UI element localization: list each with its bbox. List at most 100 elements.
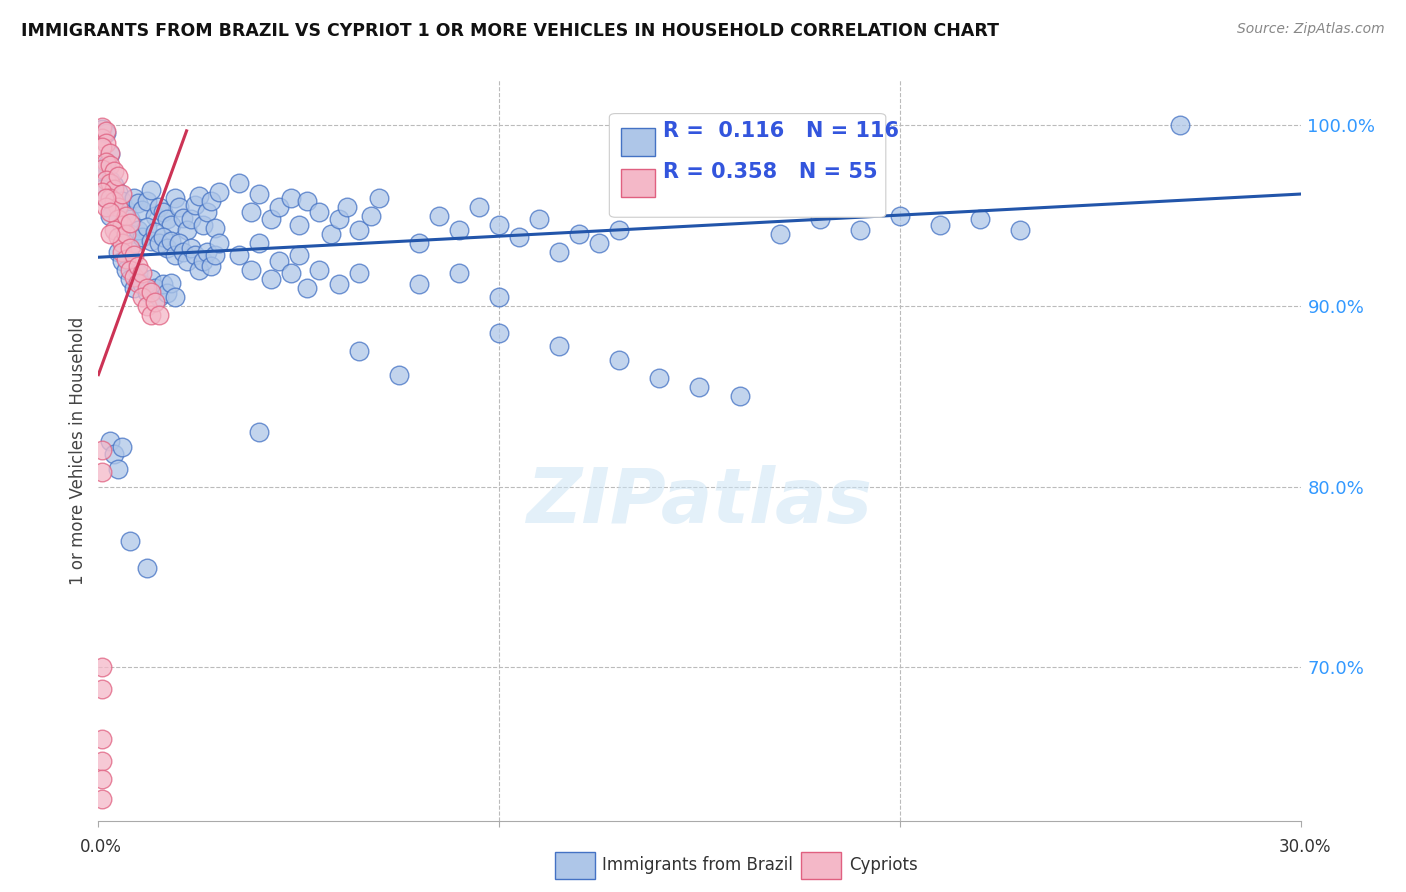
Point (100, 191, 122, 205)
Point (128, 223, 150, 237)
Point (159, 276, 181, 290)
Point (131, 277, 153, 292)
Point (96, 172, 118, 186)
Point (103, 447, 125, 461)
Point (107, 212, 129, 227)
Point (96, 200, 118, 214)
Point (107, 186, 129, 200)
Point (308, 205, 330, 219)
Point (124, 191, 146, 205)
Point (111, 253, 134, 268)
Point (508, 230, 530, 244)
Point (152, 230, 174, 244)
Point (468, 200, 491, 214)
Point (120, 263, 142, 277)
Point (100, 145, 122, 160)
Point (128, 260, 150, 274)
Point (408, 235, 430, 250)
Point (288, 218, 311, 232)
Point (91, 120, 114, 135)
Point (488, 326, 510, 340)
Point (849, 223, 872, 237)
Y-axis label: 1 or more Vehicles in Household: 1 or more Vehicles in Household (69, 317, 87, 584)
Point (96, 126, 118, 140)
Point (139, 308, 162, 322)
Point (135, 561, 157, 575)
Point (447, 223, 470, 237)
Point (103, 181, 125, 195)
Point (135, 281, 157, 295)
Point (91, 186, 114, 200)
Point (280, 191, 302, 205)
Point (228, 176, 250, 190)
Point (183, 198, 205, 212)
Point (103, 223, 125, 237)
Point (648, 371, 671, 385)
Point (139, 183, 162, 197)
Point (152, 205, 174, 219)
Text: IMMIGRANTS FROM BRAZIL VS CYPRIOT 1 OR MORE VEHICLES IN HOUSEHOLD CORRELATION CH: IMMIGRANTS FROM BRAZIL VS CYPRIOT 1 OR M… (21, 22, 1000, 40)
Point (148, 200, 170, 214)
Point (155, 286, 177, 301)
Point (228, 248, 250, 262)
Point (208, 186, 231, 200)
Point (163, 290, 186, 304)
Point (91, 140, 114, 154)
Point (368, 191, 391, 205)
Point (103, 178, 125, 192)
Point (447, 267, 470, 281)
Point (100, 205, 122, 219)
Point (124, 270, 146, 285)
Point (120, 216, 142, 230)
Point (100, 227, 122, 241)
Point (115, 227, 138, 241)
Point (769, 227, 792, 241)
Point (187, 263, 209, 277)
Point (91, 122, 114, 136)
Point (195, 244, 218, 259)
Point (969, 212, 991, 227)
Point (115, 203, 138, 218)
Point (172, 211, 194, 225)
Point (107, 461, 129, 475)
Point (103, 200, 125, 214)
Point (131, 203, 153, 218)
Point (91, 681, 114, 696)
Point (103, 163, 125, 178)
Point (295, 194, 318, 209)
Point (120, 212, 142, 227)
Point (180, 212, 202, 227)
Point (96, 191, 118, 205)
Point (131, 290, 153, 304)
Point (115, 209, 138, 223)
Point (609, 223, 631, 237)
Point (143, 225, 166, 239)
Point (159, 234, 181, 248)
Point (267, 253, 290, 268)
Point (200, 260, 222, 274)
Point (172, 244, 194, 259)
Point (808, 212, 831, 227)
Point (111, 218, 134, 232)
Point (120, 533, 142, 548)
Point (247, 425, 270, 440)
FancyBboxPatch shape (621, 128, 655, 156)
Point (143, 209, 166, 223)
Point (135, 285, 157, 299)
Point (115, 252, 138, 266)
Point (267, 200, 290, 214)
Point (288, 248, 311, 262)
Point (159, 218, 181, 232)
Point (308, 263, 330, 277)
Point (148, 308, 170, 322)
Point (131, 230, 153, 244)
Point (347, 223, 370, 237)
Point (124, 281, 146, 295)
Point (124, 235, 146, 250)
Point (96, 154, 118, 169)
Text: ZIPatlas: ZIPatlas (526, 466, 873, 540)
Point (91, 772, 114, 786)
Point (139, 234, 162, 248)
Point (120, 272, 142, 286)
Point (96, 191, 118, 205)
